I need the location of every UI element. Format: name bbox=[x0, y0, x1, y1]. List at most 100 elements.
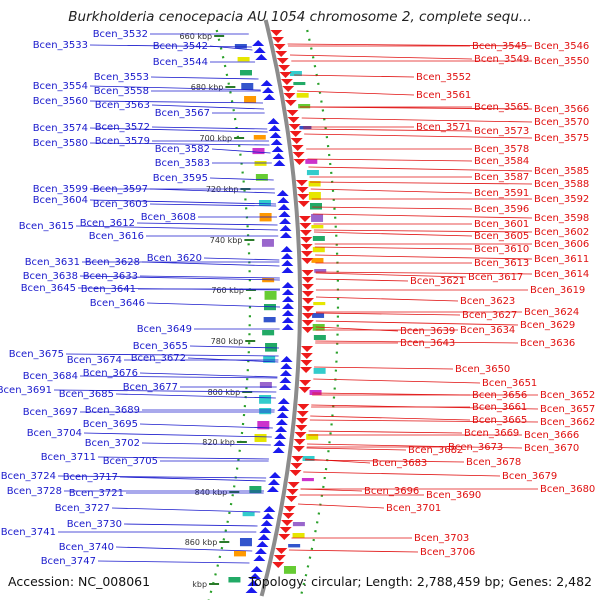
leader-line-left bbox=[149, 203, 277, 207]
gene-arrow-reverse bbox=[294, 432, 307, 438]
feature-block bbox=[313, 335, 326, 340]
leader-line-right bbox=[309, 419, 539, 423]
leader-line-right bbox=[315, 254, 533, 260]
gene-arrow-forward bbox=[281, 317, 294, 323]
leader-line-right bbox=[315, 312, 461, 316]
gene-label-left: Bcen_3616 bbox=[89, 231, 144, 242]
feature-block bbox=[252, 148, 265, 155]
gene-label-left: Bcen_3684 bbox=[23, 371, 78, 382]
gene-label-right: Bcen_3606 bbox=[534, 239, 589, 250]
leader-line-right bbox=[307, 443, 523, 449]
leader-line-left bbox=[89, 199, 276, 205]
leader-line-right bbox=[315, 296, 459, 302]
gene-label-left: Bcen_3599 bbox=[33, 184, 88, 195]
gene-arrow-reverse bbox=[289, 470, 302, 476]
gene-arrow-forward bbox=[277, 204, 290, 210]
gene-label-right: Bcen_3566 bbox=[534, 104, 589, 115]
leader-line-right bbox=[299, 106, 533, 110]
gene-arrow-forward bbox=[274, 433, 287, 439]
feature-block bbox=[308, 192, 321, 200]
gene-arrow-reverse bbox=[298, 216, 311, 222]
feature-block bbox=[261, 239, 274, 247]
gene-arrow-reverse bbox=[278, 534, 291, 540]
gene-arrow-reverse bbox=[293, 159, 306, 165]
gene-arrow-reverse bbox=[301, 327, 314, 333]
gene-arrow-forward bbox=[279, 377, 292, 383]
leader-line-left bbox=[79, 375, 278, 379]
gene-label-left: Bcen_3649 bbox=[137, 324, 192, 335]
gene-label-left: Bcen_3728 bbox=[7, 486, 62, 497]
leader-line-right bbox=[308, 166, 533, 172]
gene-arrow-forward bbox=[281, 310, 294, 316]
gene-arrow-forward bbox=[250, 566, 263, 572]
leader-line-right bbox=[300, 488, 363, 492]
leader-line-left bbox=[141, 442, 271, 446]
gene-label-left: Bcen_3645 bbox=[21, 283, 76, 294]
gene-arrow-reverse bbox=[282, 513, 295, 519]
scale-tick-label: 820 kbp bbox=[202, 438, 235, 447]
feature-block bbox=[241, 83, 254, 90]
gene-arrow-reverse bbox=[279, 527, 292, 533]
gene-label-right: Bcen_3639 bbox=[400, 326, 455, 337]
gene-label-right: Bcen_3578 bbox=[474, 144, 529, 155]
gene-label-right: Bcen_3627 bbox=[462, 310, 517, 321]
leader-line-left bbox=[115, 546, 253, 552]
gene-arrow-forward bbox=[281, 289, 294, 295]
gene-label-left: Bcen_3721 bbox=[69, 488, 124, 499]
leader-line-right bbox=[314, 246, 473, 250]
gene-label-left: Bcen_3711 bbox=[41, 452, 96, 463]
gene-arrow-reverse bbox=[273, 555, 286, 561]
gene-label-right: Bcen_3587 bbox=[474, 172, 529, 183]
leader-line-right bbox=[301, 117, 533, 123]
gene-arrow-forward bbox=[262, 87, 275, 93]
leader-line-left bbox=[57, 475, 267, 479]
feature-block bbox=[308, 181, 321, 187]
leader-line-left bbox=[209, 177, 274, 181]
gene-label-right: Bcen_3634 bbox=[460, 325, 515, 336]
gene-label-left: Bcen_3542 bbox=[153, 41, 208, 52]
gene-arrow-forward bbox=[273, 160, 286, 166]
gene-arrow-forward bbox=[279, 225, 292, 231]
gene-label-right: Bcen_3665 bbox=[472, 415, 527, 426]
gene-label-right: Bcen_3623 bbox=[460, 296, 515, 307]
leader-line-left bbox=[189, 345, 280, 349]
gene-arrow-reverse bbox=[280, 79, 293, 85]
feature-block bbox=[263, 317, 276, 323]
gene-arrow-reverse bbox=[296, 411, 309, 417]
leader-line-right bbox=[312, 213, 533, 219]
feature-block bbox=[311, 258, 324, 263]
gene-label-left: Bcen_3702 bbox=[85, 438, 140, 449]
gene-label-left: Bcen_3641 bbox=[81, 284, 136, 295]
leader-line-right bbox=[298, 503, 385, 509]
gene-arrow-reverse bbox=[295, 425, 308, 431]
feature-block bbox=[259, 408, 272, 415]
leader-line-left bbox=[89, 44, 252, 48]
gene-arrow-reverse bbox=[291, 145, 304, 151]
gene-arrow-forward bbox=[259, 527, 272, 533]
gene-arrow-reverse bbox=[297, 194, 310, 200]
gene-label-left: Bcen_3620 bbox=[147, 253, 202, 264]
map-title: Burkholderia cenocepacia AU 1054 chromos… bbox=[68, 9, 532, 25]
gene-arrow-forward bbox=[247, 580, 260, 586]
gene-label-right: Bcen_3696 bbox=[364, 486, 419, 497]
gene-arrow-reverse bbox=[299, 223, 312, 229]
gene-label-left: Bcen_3655 bbox=[133, 341, 188, 352]
gene-label-right: Bcen_3701 bbox=[386, 503, 441, 514]
gene-label-left: Bcen_3579 bbox=[95, 136, 150, 147]
gene-arrow-forward bbox=[281, 260, 294, 266]
gene-label-right: Bcen_3656 bbox=[472, 390, 527, 401]
scale-tick-label: 740 kbp bbox=[210, 236, 243, 245]
gene-label-left: Bcen_3558 bbox=[94, 86, 149, 97]
feature-block bbox=[312, 247, 325, 253]
gene-label-right: Bcen_3617 bbox=[468, 272, 523, 283]
gene-label-right: Bcen_3585 bbox=[534, 166, 589, 177]
gene-arrow-forward bbox=[281, 253, 294, 259]
gene-label-right: Bcen_3678 bbox=[466, 457, 521, 468]
gene-arrow-forward bbox=[281, 324, 294, 330]
gene-label-left: Bcen_3741 bbox=[1, 527, 56, 538]
scale-tick-label: kbp bbox=[192, 580, 207, 589]
feature-block bbox=[254, 434, 267, 442]
leader-line-left bbox=[141, 261, 280, 267]
leader-line-right bbox=[308, 430, 463, 434]
gene-arrow-reverse bbox=[282, 86, 295, 92]
